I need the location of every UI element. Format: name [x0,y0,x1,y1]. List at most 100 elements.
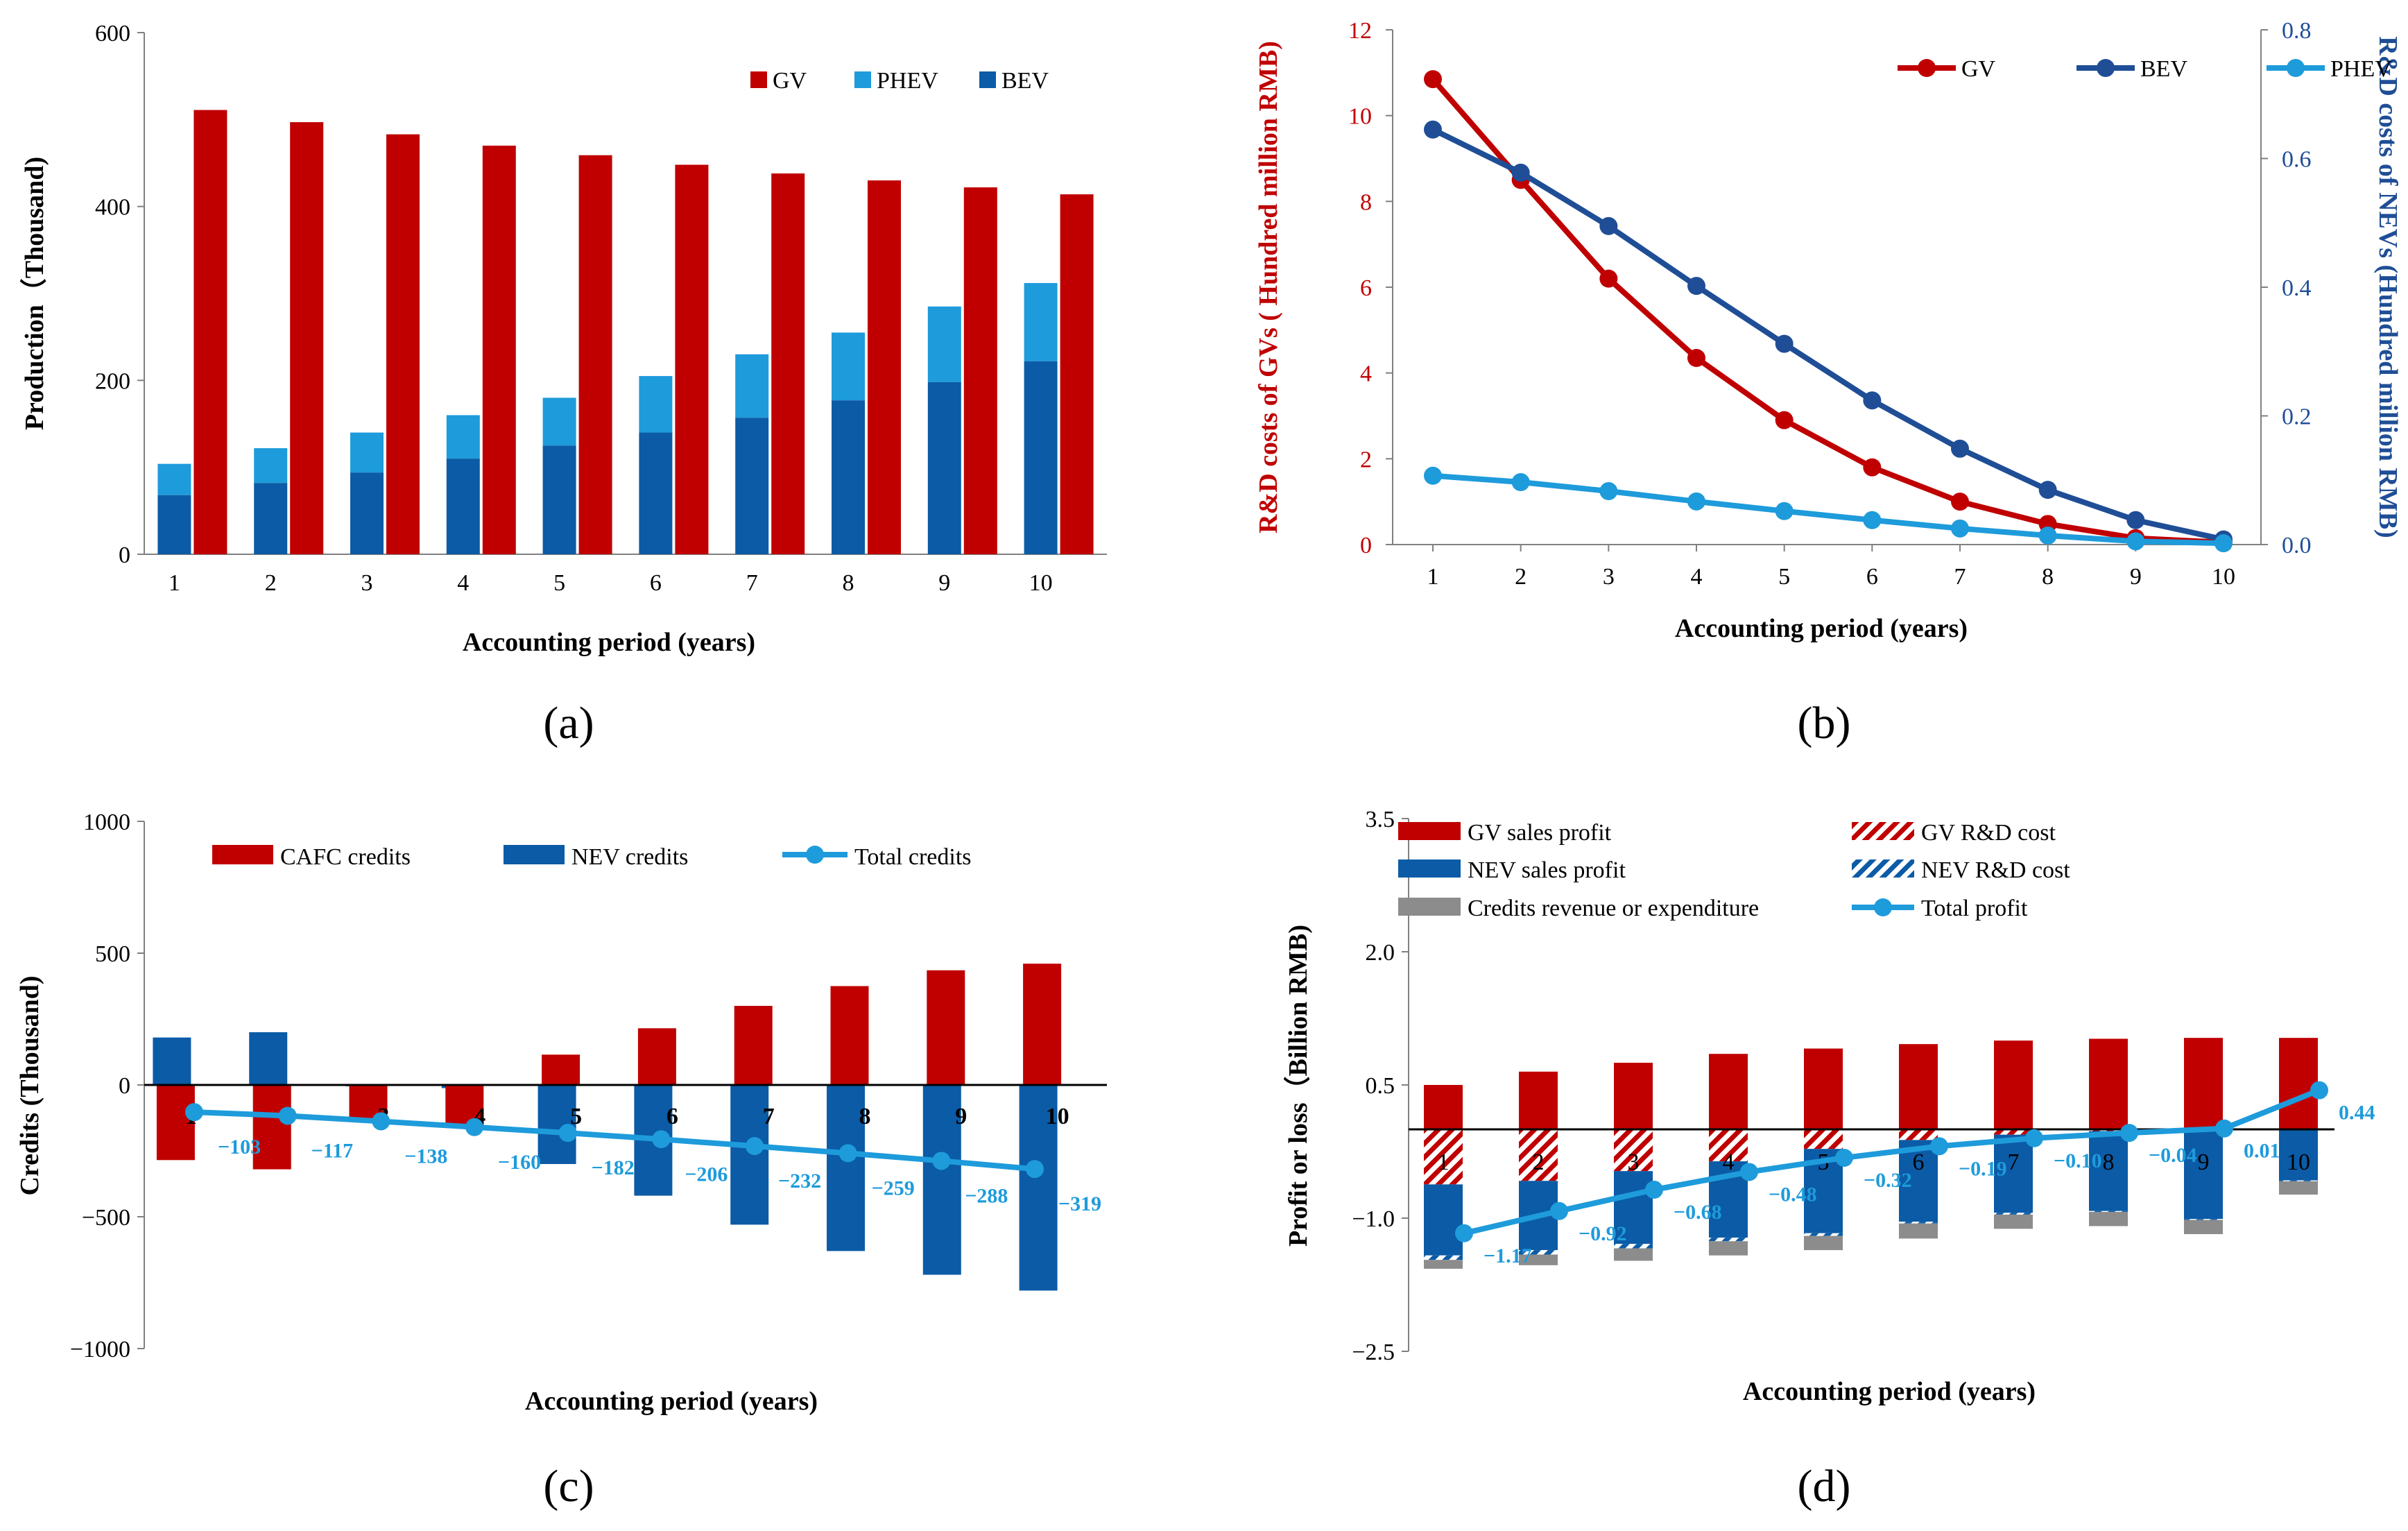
bev-bar [639,432,673,554]
gv-bar [290,122,324,555]
legend-label: GV [773,68,807,94]
gv-rd-cost-bar [1614,1129,1653,1172]
total-credits-data-label: −160 [498,1151,541,1174]
cafc-credits-bar [830,986,869,1085]
x-tick-label: 4 [1691,564,1703,590]
legend-label: NEV credits [571,844,688,870]
total-profit-line [1463,1087,2321,1236]
gv-rd-cost-bar [1899,1129,1938,1140]
gv-rd-cost-bar [1709,1129,1748,1162]
gv-point [1863,458,1882,477]
bev-line [1431,127,2224,542]
bev-point [1863,391,1882,410]
x-tick-label: 4 [457,570,469,596]
total-credits-point [746,1137,764,1156]
bev-point [1599,216,1618,235]
total-credits-point [465,1118,483,1136]
gv-bar [868,180,901,555]
bev-bar [927,382,961,554]
legend-swatch [1398,859,1461,878]
gv-line [1430,77,2224,545]
panel-d: −2.5 −1.0 0.5 2.0 3.5 1 2 3 4 5 6 7 8 9 10 −1.17 −0.92 −0… [1204,770,2408,1531]
total-profit-point [1930,1137,1948,1156]
phev-bar [542,397,576,446]
legend-swatch [1852,859,1914,878]
x-tick-label: 6 [650,570,662,596]
bev-bar [1024,361,1058,554]
y-left-tick-label: 4 [1360,361,1372,387]
y-right-tick-label: 0.2 [2282,404,2312,430]
x-axis-title: Accounting period (years) [1743,1377,2036,1406]
gv-sales-profit-bar [2279,1038,2318,1129]
y-left-tick-label: 0 [1360,533,1372,558]
total-profit-data-label: −0.68 [1674,1201,1722,1224]
y-tick-label: 500 [95,941,130,967]
gv-point [1951,493,1969,511]
phev-bar [254,448,288,484]
cafc-credits-bar [734,1006,773,1085]
nev-sales-profit-bar [2279,1129,2318,1181]
x-category-label: 10 [1046,1104,1069,1129]
x-axis-title: Accounting period (years) [1675,614,1968,643]
chart-c: −1000−5000500100012345678910−103−117−138… [15,810,1107,1416]
legend-label: Credits revenue or expenditure [1468,896,1759,921]
y-tick-label: 0.5 [1366,1073,1395,1099]
phev-line [1432,472,2224,547]
credits-bar [1614,1248,1653,1261]
legend-marker [1874,898,1892,916]
gv-sales-profit-bar [2184,1038,2223,1129]
bev-point [1775,334,1794,353]
total-credits-point [558,1124,577,1143]
phev-bar [446,415,480,459]
nev-sales-profit-bar [1614,1171,1653,1245]
total-credits-point [839,1144,857,1163]
phev-point [1687,492,1705,511]
y-axis-title: Production（Thousand) [20,157,49,430]
credits-bar [1709,1241,1748,1256]
credits-bar [1804,1235,1843,1251]
x-tick-label: 9 [938,570,950,596]
total-credits-data-label: −232 [778,1170,821,1192]
y-tick-label: −2.5 [1352,1340,1395,1365]
y-left-tick-label: 6 [1360,275,1372,301]
gv-bar [963,187,997,554]
y-tick-label: 200 [95,368,130,394]
nev-rd-cost-bar [2184,1219,2223,1220]
phev-point [1951,519,1969,538]
gv-point [1424,70,1442,89]
legend-label: BEV [1001,68,1049,94]
credits-bar [1994,1214,2033,1229]
y-right-tick-label: 0.0 [2282,533,2312,558]
total-profit-data-label: −0.10 [2054,1149,2102,1172]
bev-point [2126,511,2145,529]
legend-label: PHEV [877,68,938,94]
phev-point [1424,466,1442,485]
x-tick-label: 5 [553,570,565,596]
y-tick-label: 2.0 [1366,940,1395,966]
credits-bar [1899,1223,1938,1239]
legend-label: GV sales profit [1468,820,1612,846]
nev-credits-bar [922,1085,961,1275]
y-tick-label: −1.0 [1352,1206,1395,1232]
nev-credits-bar [153,1037,191,1085]
x-tick-label: 8 [843,570,854,596]
bev-bar [735,418,769,554]
nev-credits-bar [827,1085,865,1251]
x-category-label: 7 [763,1104,775,1129]
caption-d: (d) [1797,1461,1851,1512]
x-tick-label: 6 [1866,564,1878,590]
total-profit-data-label: 0.44 [2339,1102,2375,1124]
legend-label: GV [1961,56,1996,82]
x-tick-label: 3 [361,570,373,596]
total-credits-point [652,1130,671,1149]
total-profit-point [1455,1224,1473,1242]
y-tick-label: 0 [119,542,130,568]
gv-sales-profit-bar [1709,1054,1748,1129]
y-left-tick-label: 12 [1348,18,1372,44]
gv-sales-profit-bar [1424,1085,1463,1129]
x-category-label: 2 [1533,1149,1545,1175]
phev-bar [639,376,673,433]
y-tick-label: −500 [82,1205,130,1231]
total-credits-point [372,1112,390,1131]
gv-bar [194,110,227,555]
